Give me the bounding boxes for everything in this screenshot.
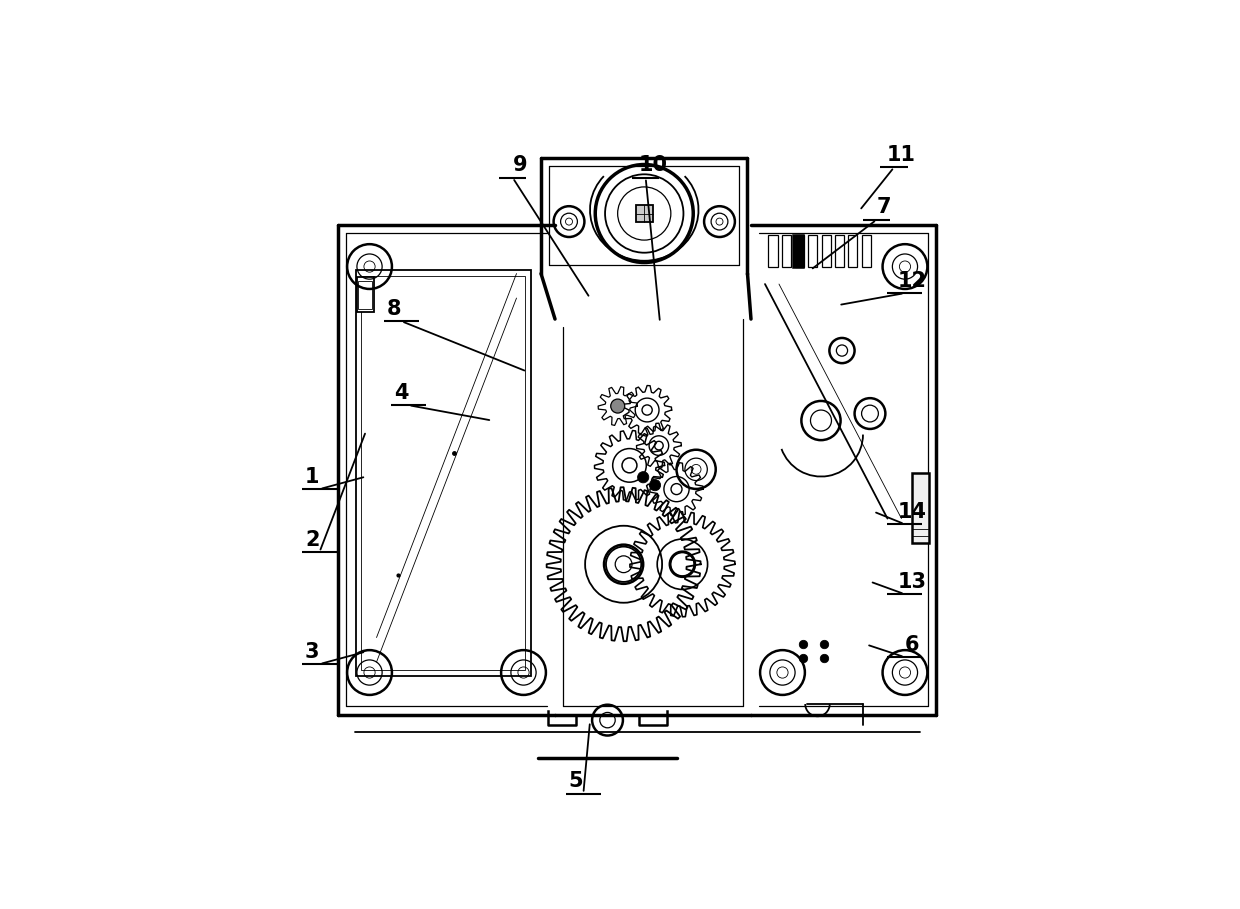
Text: 9: 9 [512, 155, 527, 175]
Bar [361, 275, 525, 671]
Bar [822, 235, 831, 266]
Text: 1: 1 [305, 466, 320, 486]
Text: 7: 7 [877, 197, 892, 217]
Text: 3: 3 [305, 642, 320, 662]
Text: 5: 5 [569, 771, 583, 791]
Circle shape [821, 654, 828, 663]
Text: 4: 4 [394, 383, 408, 403]
Bar [862, 235, 870, 266]
Text: 10: 10 [639, 155, 667, 175]
Bar [358, 281, 372, 308]
Circle shape [800, 654, 807, 663]
Text: 11: 11 [887, 145, 916, 165]
Bar [636, 205, 652, 222]
Bar [781, 235, 791, 266]
Bar [357, 277, 374, 312]
Text: 14: 14 [898, 502, 926, 522]
Text: 13: 13 [898, 572, 926, 592]
Circle shape [821, 640, 828, 649]
Text: 2: 2 [305, 530, 320, 550]
Bar [808, 235, 817, 266]
Text: 12: 12 [898, 271, 926, 291]
Circle shape [611, 399, 625, 413]
Bar [769, 235, 777, 266]
Bar [795, 235, 805, 266]
Bar [911, 473, 930, 543]
Bar [848, 235, 857, 266]
Circle shape [800, 640, 807, 649]
Circle shape [637, 472, 649, 483]
Circle shape [650, 480, 661, 491]
Bar [356, 270, 531, 676]
Text: 6: 6 [905, 634, 919, 654]
Bar [794, 235, 804, 266]
Text: 8: 8 [387, 298, 402, 318]
Bar [835, 235, 844, 266]
